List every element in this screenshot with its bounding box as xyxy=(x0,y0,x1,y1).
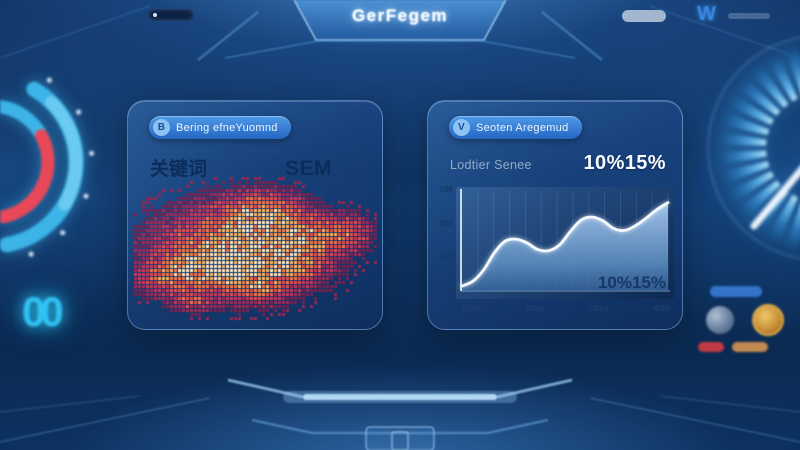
keyword-card-badge[interactable]: B Bering efneYuomnd xyxy=(149,116,291,139)
bottom-glow-bar xyxy=(303,394,497,400)
chart-y-axis-labels: 100 300 109 0 xyxy=(434,185,453,295)
top-right-text-dashes xyxy=(728,13,770,19)
right-radial-gauge xyxy=(707,36,800,260)
trend-card: V Seoten Aregemud Lodtier Senee 10%15% 1… xyxy=(427,100,683,330)
keyword-heatmap xyxy=(134,177,378,327)
y-tick: 0 xyxy=(448,285,453,295)
y-tick: 109 xyxy=(439,252,453,262)
bottom-center-glyph xyxy=(365,426,435,450)
top-left-status-pill xyxy=(148,9,194,21)
x-tick: 1Gpa xyxy=(587,303,610,313)
keyword-card: B Bering efneYuomnd 关键词 SEM xyxy=(127,100,383,330)
x-tick: 4/0b xyxy=(652,303,670,313)
widget-tan-badge xyxy=(732,342,768,352)
trend-chart: 100 300 109 0 0/ xyxy=(434,185,678,325)
chart-annotation-stat: 10%15% xyxy=(597,273,666,292)
badge-label: Bering efneYuomnd xyxy=(176,121,278,134)
bottom-right-widget-panel xyxy=(694,282,796,362)
badge-v-icon: V xyxy=(453,119,470,136)
gauge-tick-dots xyxy=(28,77,95,257)
trend-subtitle-row: Lodtier Senee 10%15% xyxy=(450,152,666,175)
gauge-red-arc xyxy=(0,129,55,224)
left-speed-gauge xyxy=(0,77,95,257)
trend-subtitle: Lodtier Senee xyxy=(450,158,532,172)
badge-label: Seoten Aregemud xyxy=(476,121,569,134)
top-right-pill xyxy=(622,10,666,22)
x-tick: 0Gia xyxy=(525,303,544,313)
infinity-glow-glyph: 00 xyxy=(22,288,64,335)
brand-logo-mark: W xyxy=(697,3,716,25)
headline-stat: 10%15% xyxy=(583,152,666,174)
status-dot xyxy=(153,13,157,17)
gauge-needle xyxy=(750,165,800,230)
y-tick: 300 xyxy=(439,218,453,228)
y-tick: 100 xyxy=(439,185,453,194)
widget-coin-icon xyxy=(752,304,784,336)
badge-b-icon: B xyxy=(153,119,170,136)
widget-blue-pill xyxy=(710,286,762,297)
gauge-segment-ring xyxy=(718,48,800,248)
widget-globe-icon xyxy=(706,306,734,334)
x-tick: 0/0m xyxy=(462,303,482,313)
widget-red-badge xyxy=(698,342,724,352)
chart-x-axis-labels: 0/0m 0Gia 1Gpa 4/0b xyxy=(462,303,670,313)
trend-card-badge[interactable]: V Seoten Aregemud xyxy=(449,116,582,139)
page-title: GerFegem xyxy=(351,6,449,25)
gauge-blue-arc xyxy=(0,81,84,253)
